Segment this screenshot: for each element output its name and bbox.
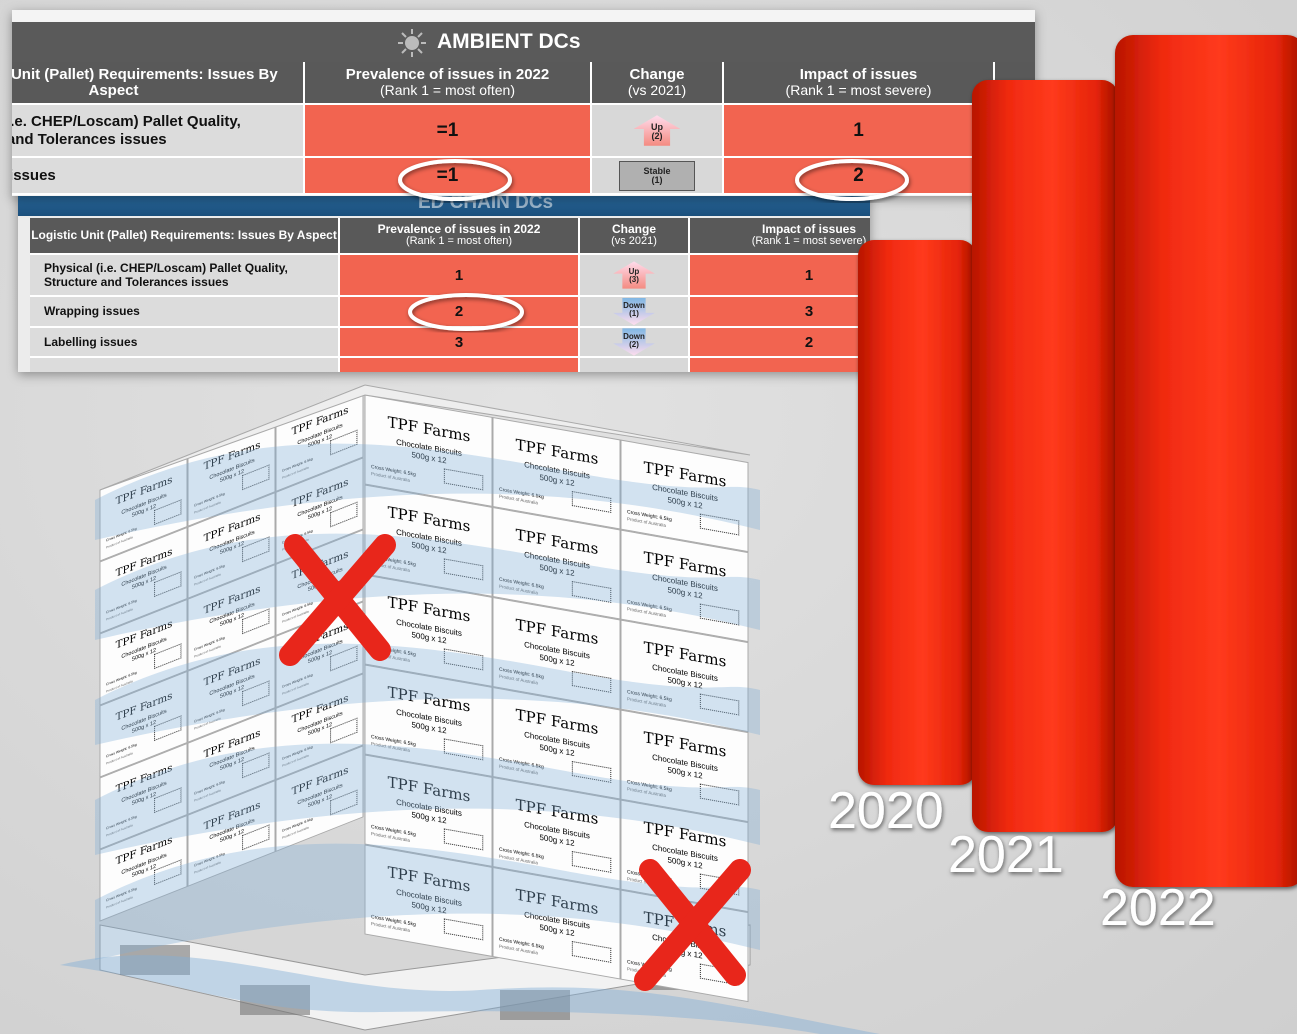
year-label: 2021 — [948, 826, 1064, 884]
bar-shape — [858, 240, 976, 785]
bar-illustration: 2020 2021 2022 — [0, 0, 1297, 1034]
bar-shape — [972, 80, 1118, 832]
composite-image: TPF FarmsChocolate Biscuits500g x 12Cros… — [0, 0, 1297, 1034]
bar-shape — [1115, 35, 1297, 887]
year-label: 2022 — [1100, 879, 1216, 937]
year-label: 2020 — [828, 782, 944, 840]
